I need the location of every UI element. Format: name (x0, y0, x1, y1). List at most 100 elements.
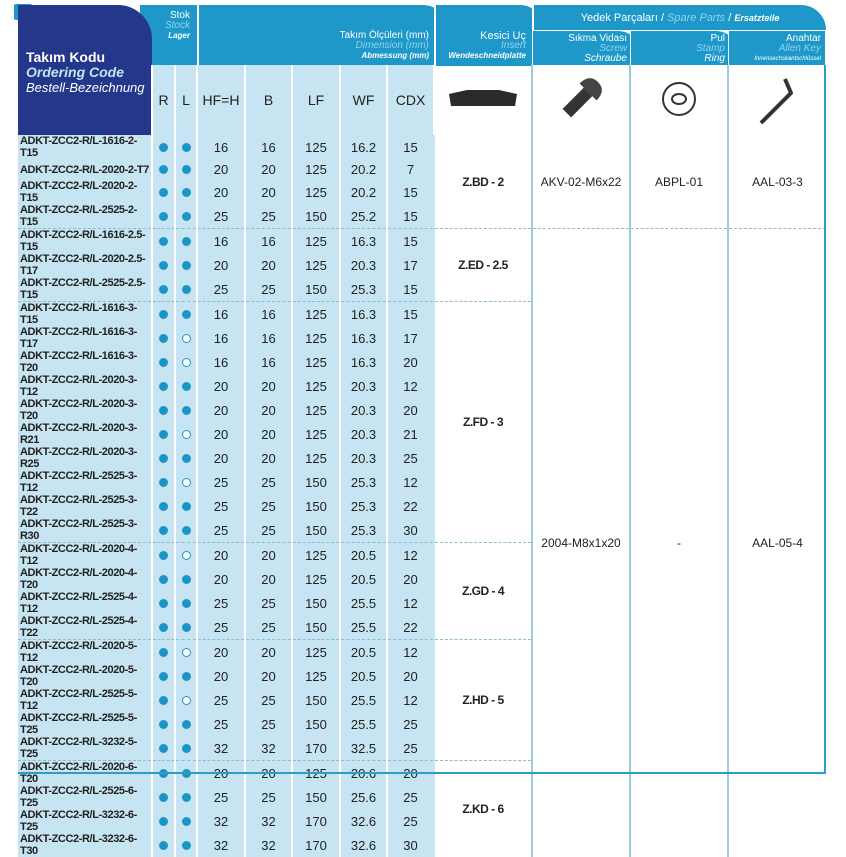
ordering-code: ADKT-ZCC2-R/L-2525-2-T15 (18, 204, 152, 229)
stock-indicator (151, 785, 175, 810)
table-row: ADKT-ZCC2-R/L-1616-3-T15 16 16 125 16.3 15 Z.F… (18, 301, 826, 543)
stock-indicator (151, 809, 175, 834)
stock-indicator (174, 567, 197, 592)
in-stock-dot (181, 816, 191, 826)
in-stock-dot (181, 236, 191, 246)
dimension-value: 16 (244, 301, 292, 327)
stock-indicator (174, 422, 197, 447)
table-row: ADKT-ZCC2-R/L-2020-5-T12 20 20 125 20.5 12 Z.H… (18, 639, 826, 761)
dimension-de: Abmessung (mm) (361, 51, 429, 60)
stock-indicator (174, 301, 197, 327)
dimension-value: 20 (196, 159, 245, 181)
dimension-value: 150 (291, 712, 340, 737)
stock-indicator (174, 542, 197, 568)
insert-en: Insert (500, 40, 526, 51)
stock-indicator (151, 277, 175, 302)
dimension-value: 25 (386, 809, 434, 834)
dimension-value: 25 (386, 446, 434, 471)
screw-en: Screw (599, 43, 627, 54)
dimension-value: 25 (196, 494, 245, 519)
ordering-code: ADKT-ZCC2-R/L-2020-4-T12 (18, 542, 152, 568)
dimension-value: 20.3 (339, 253, 387, 278)
dimension-value: 30 (386, 833, 434, 857)
in-stock-dot (181, 405, 191, 415)
stock-indicator (151, 398, 175, 423)
in-stock-dot (181, 598, 191, 608)
table-row: ADKT-ZCC2-R/L-1616-3-T20 16 16 125 16.3 20 (18, 350, 826, 375)
dimension-value: 16 (196, 301, 245, 327)
stock-indicator (174, 712, 197, 737)
on-order-dot (181, 695, 191, 705)
table-row: ADKT-ZCC2-R/L-2525-2.5-T15 25 25 150 25.3 15 (18, 277, 826, 302)
dimension-value: 25 (244, 518, 292, 543)
dimension-value: 25.5 (339, 591, 387, 616)
dimension-value: 25 (386, 785, 434, 810)
insert-code: Z.GD - 4 (433, 542, 532, 640)
dimension-value: 25 (244, 277, 292, 302)
table-row: ADKT-ZCC2-R/L-2020-3-T20 20 20 125 20.3 20 (18, 398, 826, 423)
dimension-value: 17 (386, 326, 434, 351)
in-stock-dot (181, 187, 191, 197)
insert-tr: Kesici Uç (480, 30, 526, 42)
ordering-code: ADKT-ZCC2-R/L-3232-6-T30 (18, 833, 152, 857)
stock-indicator (174, 228, 197, 254)
ordering-code: ADKT-ZCC2-R/L-2020-2-T7 (18, 159, 152, 181)
dimension-value: 25.5 (339, 615, 387, 640)
insert-code: Z.ED - 2.5 (433, 228, 532, 302)
column-header: WF (339, 65, 387, 135)
in-stock-dot (159, 598, 168, 608)
stock-indicator (151, 736, 175, 761)
dimension-value: 22 (386, 494, 434, 519)
table-row: ADKT-ZCC2-R/L-2525-2-T15 25 25 150 25.2 15 (18, 204, 826, 229)
in-stock-dot (181, 142, 191, 152)
table-row: ADKT-ZCC2-R/L-3232-5-T25 32 32 170 32.5 25 (18, 736, 826, 761)
dimension-value: 16.3 (339, 350, 387, 375)
dimension-value: 25 (244, 712, 292, 737)
in-stock-dot (159, 550, 168, 560)
stock-indicator (174, 350, 197, 375)
in-stock-dot (159, 574, 168, 584)
dimension-value: 25 (196, 712, 245, 737)
table-row: ADKT-ZCC2-R/L-2525-5-T12 25 25 150 25.5 12 (18, 688, 826, 713)
spare-tr: Yedek Parçaları (580, 12, 658, 24)
stock-indicator (174, 639, 197, 665)
dimension-value: 125 (291, 398, 340, 423)
dimension-value: 16 (196, 326, 245, 351)
stock-indicator (151, 518, 175, 543)
dimension-value: 7 (386, 159, 434, 181)
in-stock-dot (159, 525, 168, 535)
stock-indicator (151, 494, 175, 519)
dimension-value: 32 (244, 736, 292, 761)
in-stock-dot (181, 525, 191, 535)
dimension-value: 32 (244, 809, 292, 834)
stock-indicator (174, 518, 197, 543)
in-stock-dot (181, 309, 191, 319)
ordering-code: ADKT-ZCC2-R/L-2020-3-R21 (18, 422, 152, 447)
dimension-value: 30 (386, 518, 434, 543)
dimension-value: 20 (196, 567, 245, 592)
ordering-code: ADKT-ZCC2-R/L-2020-3-T12 (18, 374, 152, 399)
dimension-value: 12 (386, 374, 434, 399)
in-stock-dot (159, 142, 168, 152)
stock-de: Lager (168, 31, 190, 40)
stock-indicator (174, 833, 197, 857)
dimension-value: 20 (196, 374, 245, 399)
in-stock-dot (159, 743, 168, 753)
key-en: Allen Key (778, 43, 821, 54)
table-row: ADKT-ZCC2-R/L-1616-2.5-T15 16 16 125 16.3 15 Z… (18, 228, 826, 857)
on-order-dot (181, 477, 191, 487)
dimension-value: 20 (244, 446, 292, 471)
dimension-value: 25 (244, 470, 292, 495)
in-stock-dot (159, 719, 168, 729)
dimension-value: 20 (196, 422, 245, 447)
insert-de: Wendeschneidplatte (448, 51, 526, 60)
stock-en: Stock (164, 20, 190, 31)
on-order-dot (181, 429, 191, 439)
stock-indicator (174, 135, 197, 159)
stock-indicator (151, 422, 175, 447)
dimension-value: 20 (196, 542, 245, 568)
ordering-code: ADKT-ZCC2-R/L-2525-3-T22 (18, 494, 152, 519)
column-header: R (151, 65, 175, 135)
stock-indicator (174, 159, 197, 181)
table-row: ADKT-ZCC2-R/L-2020-3-R25 20 20 125 20.3 25 (18, 446, 826, 471)
